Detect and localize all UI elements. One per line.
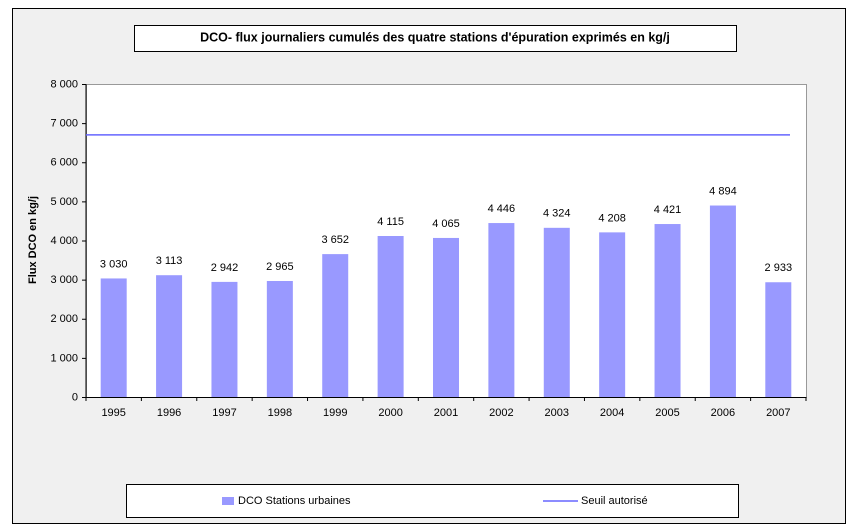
data-label: 4 208 [598, 212, 626, 224]
x-tick-label: 2000 [378, 407, 402, 419]
data-label: 4 065 [432, 218, 460, 230]
x-tick-label: 1997 [212, 407, 236, 419]
bar [433, 237, 459, 397]
bar [156, 275, 183, 397]
x-tick-label: 2004 [600, 407, 624, 419]
bar [322, 254, 349, 397]
bar [599, 232, 626, 397]
y-axis-label: Flux DCO en kg/j [27, 196, 39, 284]
y-tick-label: 5 000 [50, 196, 78, 208]
x-tick-label: 2007 [766, 407, 790, 419]
y-tick-label: 8 000 [50, 78, 78, 90]
x-tick-label: 2005 [655, 407, 679, 419]
data-label: 3 652 [321, 234, 349, 246]
x-tick-label: 2001 [434, 407, 458, 419]
x-tick-label: 1998 [268, 407, 292, 419]
data-label: 2 965 [266, 261, 294, 273]
y-tick-label: 3 000 [50, 274, 78, 286]
legend-swatch [222, 497, 234, 505]
data-label: 3 113 [156, 255, 183, 267]
x-tick-label: 1996 [157, 407, 181, 419]
chart-title: DCO- flux journaliers cumulés des quatre… [200, 30, 670, 44]
bar [709, 205, 736, 397]
bar [488, 223, 515, 397]
y-tick-label: 2 000 [50, 313, 78, 325]
legend-label: Seuil autorisé [581, 495, 648, 507]
x-tick-label: 1999 [323, 407, 347, 419]
x-tick-label: 2003 [545, 407, 569, 419]
data-label: 2 942 [211, 262, 239, 274]
bar [100, 278, 127, 397]
data-label: 4 115 [377, 216, 404, 228]
bar [765, 282, 792, 397]
bar [654, 224, 681, 397]
data-label: 3 030 [100, 258, 128, 270]
bar [266, 280, 293, 397]
x-tick-label: 2006 [711, 407, 735, 419]
y-tick-label: 6 000 [50, 157, 78, 169]
y-tick-label: 0 [72, 391, 78, 403]
data-label: 4 894 [709, 185, 737, 197]
x-tick-label: 2002 [489, 407, 513, 419]
y-tick-label: 4 000 [50, 235, 78, 247]
title-box [134, 25, 737, 52]
y-tick-label: 1 000 [50, 352, 78, 364]
data-label: 2 933 [765, 262, 793, 274]
bar [211, 281, 238, 397]
data-label: 4 446 [488, 203, 516, 215]
bar [543, 227, 570, 397]
x-tick-label: 1995 [101, 407, 125, 419]
data-label: 4 421 [654, 204, 682, 216]
data-label: 4 324 [543, 208, 571, 220]
y-tick-label: 7 000 [50, 118, 78, 130]
legend-label: DCO Stations urbaines [238, 495, 351, 507]
bar [377, 236, 404, 397]
